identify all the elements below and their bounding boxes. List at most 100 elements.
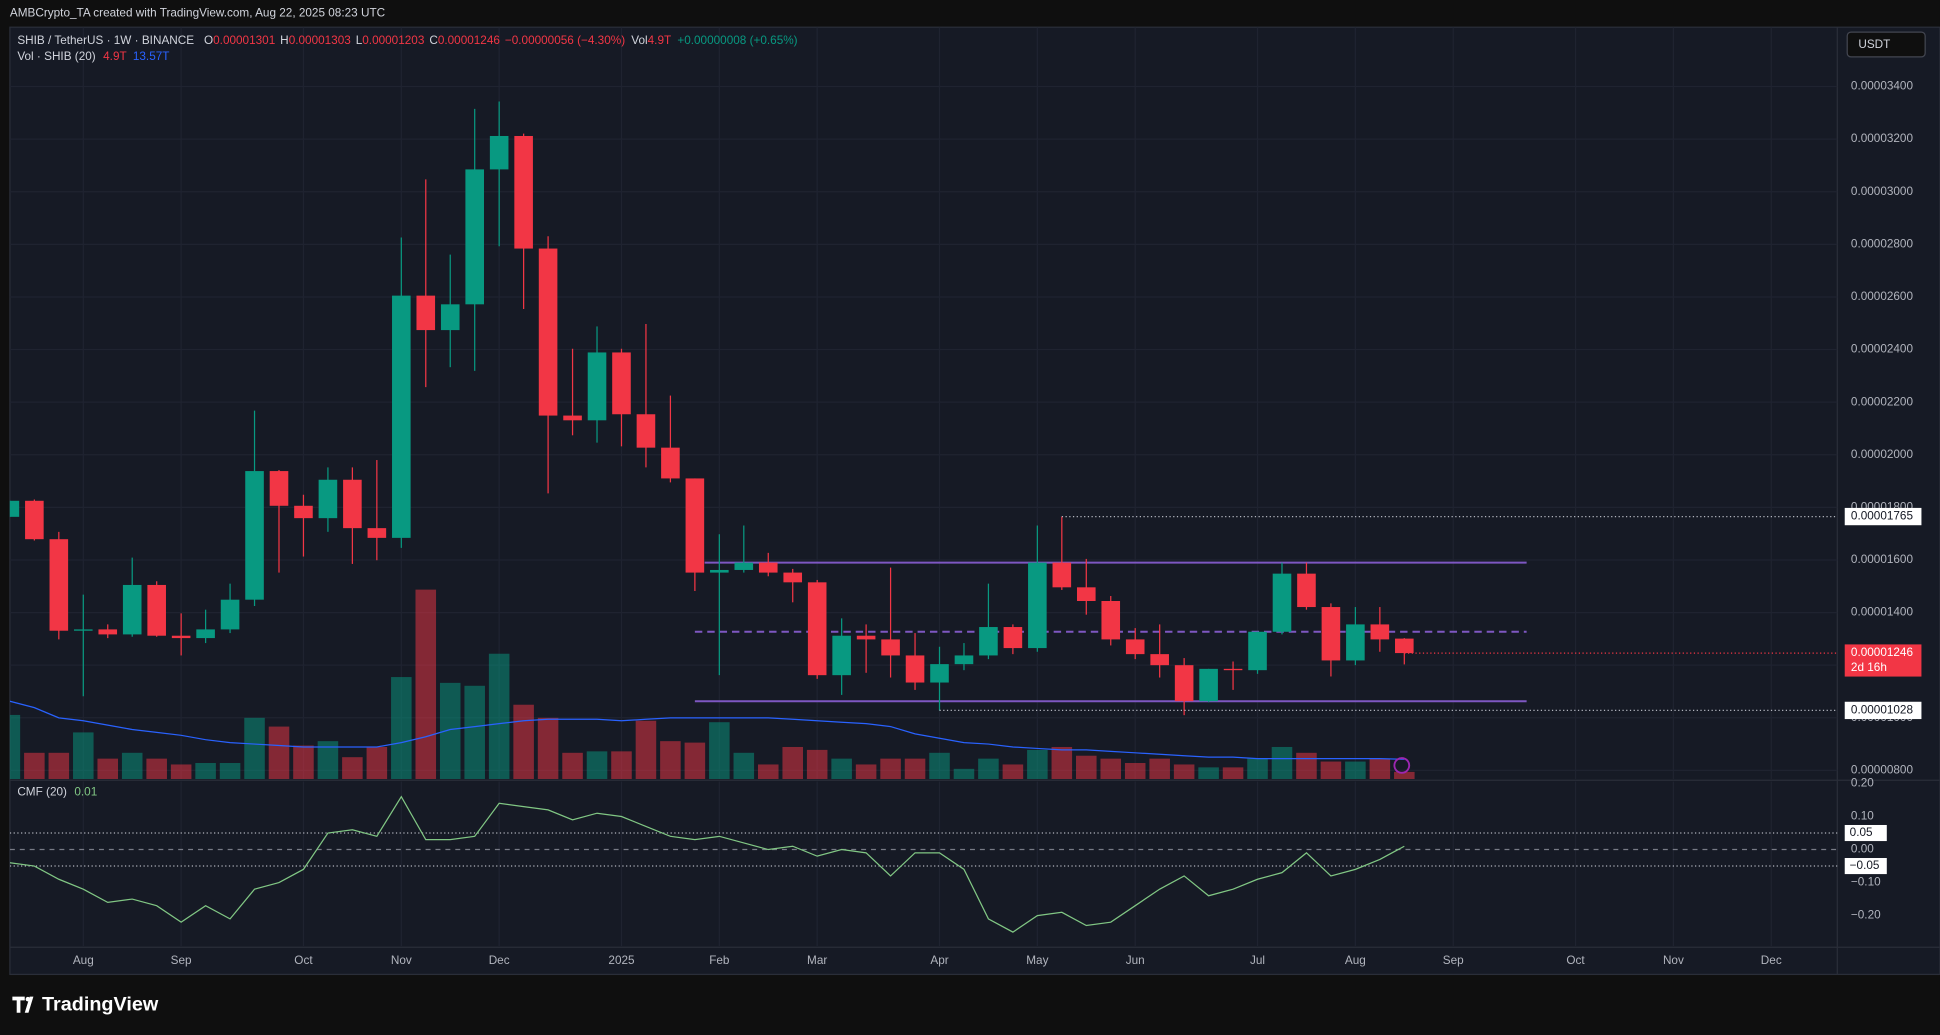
- candle-body: [1248, 631, 1267, 671]
- volume-bar: [562, 752, 583, 780]
- candle-body: [1028, 562, 1047, 649]
- axes: Aug Sep Oct Nov Dec 2025 Feb Mar Apr May Jun Jul Aug…: [17, 34, 1922, 967]
- candle-body: [612, 352, 631, 415]
- legend-text: C: [429, 34, 438, 47]
- volume-bar: [342, 757, 363, 780]
- volume-bar: [1124, 763, 1146, 780]
- volume-bar: [1271, 746, 1293, 780]
- logo-text: TradingView: [42, 994, 159, 1016]
- volume-bar: [195, 763, 216, 780]
- volume-bar: [1076, 755, 1097, 780]
- candle-body: [758, 562, 778, 573]
- volume-bar: [439, 682, 461, 780]
- y-tick-label: 0.00003400: [1851, 80, 1914, 93]
- candle-body: [294, 505, 313, 519]
- x-tick-label: May: [1026, 954, 1048, 967]
- price-line-label: 0.00001765: [1851, 510, 1914, 523]
- volume-bar: [293, 745, 314, 780]
- x-tick-label: Sep: [171, 954, 192, 967]
- price-pane: [9, 27, 1838, 780]
- currency-label[interactable]: USDT: [1858, 38, 1890, 51]
- candle-body: [25, 500, 44, 540]
- legend-text: −0.00000056 (−4.30%): [505, 34, 625, 47]
- x-tick-label: Dec: [489, 954, 510, 967]
- y-tick-label: 0.00002800: [1851, 237, 1914, 250]
- candle-body: [1125, 639, 1145, 655]
- band-label-box: [1844, 824, 1887, 842]
- x-tick-label: Jun: [1126, 954, 1145, 967]
- candle-body: [1199, 668, 1218, 702]
- volume-bar: [806, 749, 828, 780]
- x-tick-label: Oct: [294, 954, 313, 967]
- candle-body: [343, 479, 362, 529]
- candle-body: [1321, 607, 1341, 661]
- cmf-tick-label: 0.10: [1851, 810, 1874, 823]
- candle-body: [587, 352, 607, 421]
- candle-body: [269, 471, 289, 506]
- volume-bar: [97, 758, 119, 780]
- volume-bar: [24, 752, 45, 780]
- candle-body: [489, 135, 509, 170]
- x-tick-label: Nov: [391, 954, 412, 967]
- legend-text: O: [204, 34, 213, 47]
- x-tick-label: Sep: [1443, 954, 1464, 967]
- candle-body: [979, 627, 998, 656]
- volume-bar: [1320, 761, 1342, 780]
- volume-bar: [170, 764, 192, 780]
- price-line-label-box: [1844, 701, 1922, 720]
- x-tick-label: Feb: [709, 954, 730, 967]
- cmf-tick-label: 0.00: [1851, 843, 1874, 856]
- volume-bar: [831, 758, 852, 780]
- volume-bar: [1345, 761, 1366, 780]
- candle-body: [440, 304, 460, 331]
- volume-bar: [904, 758, 926, 780]
- candle-body: [710, 569, 729, 573]
- y-tick-label: 0.00002000: [1851, 448, 1914, 461]
- volume-bar: [537, 717, 559, 780]
- candle-body: [392, 295, 411, 538]
- volume-bar: [9, 714, 21, 780]
- volume-bar: [73, 732, 94, 780]
- volume-bar: [953, 768, 975, 780]
- volume-bar: [1296, 752, 1317, 780]
- legend-text: Vol · SHIB (20): [17, 50, 95, 63]
- volume-bar: [1149, 758, 1170, 780]
- candle-body: [367, 528, 387, 538]
- candle-body: [465, 169, 484, 305]
- alert-icon[interactable]: [1393, 757, 1411, 774]
- volume-bar: [1100, 758, 1122, 780]
- y-tick-label: 0.00002600: [1851, 290, 1914, 303]
- volume-bar: [709, 722, 730, 780]
- candle-body: [807, 582, 827, 676]
- currency-button[interactable]: [1846, 31, 1926, 58]
- candle-body: [1101, 600, 1121, 640]
- last-price-label: 0.00001246: [1851, 646, 1914, 659]
- volume-bar: [268, 726, 290, 780]
- band-label-box: [1844, 858, 1887, 875]
- y-tick-label: 0.00002400: [1851, 343, 1914, 356]
- candle-body: [832, 635, 851, 676]
- volume-bar: [219, 763, 241, 780]
- legend-text: 13.57T: [133, 50, 170, 63]
- legend-text: +0.00000008 (+0.65%): [677, 34, 797, 47]
- y-tick-label: 0.00001600: [1851, 553, 1914, 566]
- logo-dot: [25, 996, 31, 1002]
- candle-body: [538, 248, 558, 416]
- candle-body: [1174, 665, 1194, 702]
- candle-body: [98, 629, 118, 635]
- candle-body: [856, 635, 876, 640]
- candle-body: [318, 479, 338, 519]
- candle-body: [1150, 654, 1169, 666]
- volume-bar: [1247, 758, 1268, 780]
- candle-body: [636, 414, 656, 448]
- candle-body: [1003, 627, 1023, 649]
- legend-text: 0.00001203: [362, 34, 425, 47]
- volume-bar: [366, 746, 388, 780]
- candle-body: [220, 599, 240, 630]
- legend-text: 0.00001301: [213, 34, 275, 47]
- candle-body: [734, 562, 754, 570]
- volume-bar: [244, 717, 265, 780]
- volume-bar: [1051, 746, 1073, 780]
- volume-bar: [1173, 764, 1195, 780]
- volume-bar: [660, 741, 681, 780]
